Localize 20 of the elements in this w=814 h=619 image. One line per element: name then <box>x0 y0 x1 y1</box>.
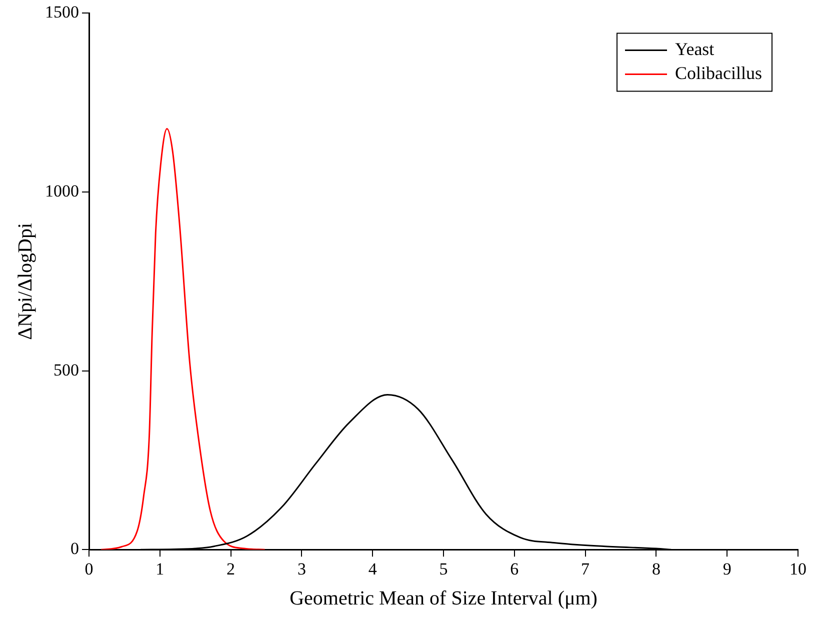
x-tick-label: 10 <box>790 559 806 578</box>
x-tick-label: 2 <box>226 559 236 578</box>
x-tick-label: 6 <box>510 559 519 578</box>
x-tick-label: 4 <box>368 559 378 578</box>
line-series <box>100 128 266 550</box>
y-axis-title: ΔNpi/ΔlogDpi <box>14 222 36 340</box>
y-tick-label: 1500 <box>45 2 79 22</box>
x-tick-label: 7 <box>581 559 590 578</box>
x-tick-label: 3 <box>297 559 306 578</box>
x-axis-title: Geometric Mean of Size Interval (μm) <box>290 587 598 610</box>
x-tick-label: 0 <box>84 559 94 578</box>
legend-label: Colibacillus <box>675 62 762 83</box>
x-tick-label: 5 <box>439 559 448 578</box>
y-tick-label: 500 <box>54 360 79 380</box>
x-tick-label: 1 <box>156 559 164 578</box>
x-tick-label: 8 <box>652 559 660 578</box>
x-tick-label: 9 <box>722 559 732 578</box>
y-tick-label: 1000 <box>45 181 79 200</box>
y-tick-label: 0 <box>70 539 79 558</box>
legend-label: Yeast <box>675 38 714 59</box>
